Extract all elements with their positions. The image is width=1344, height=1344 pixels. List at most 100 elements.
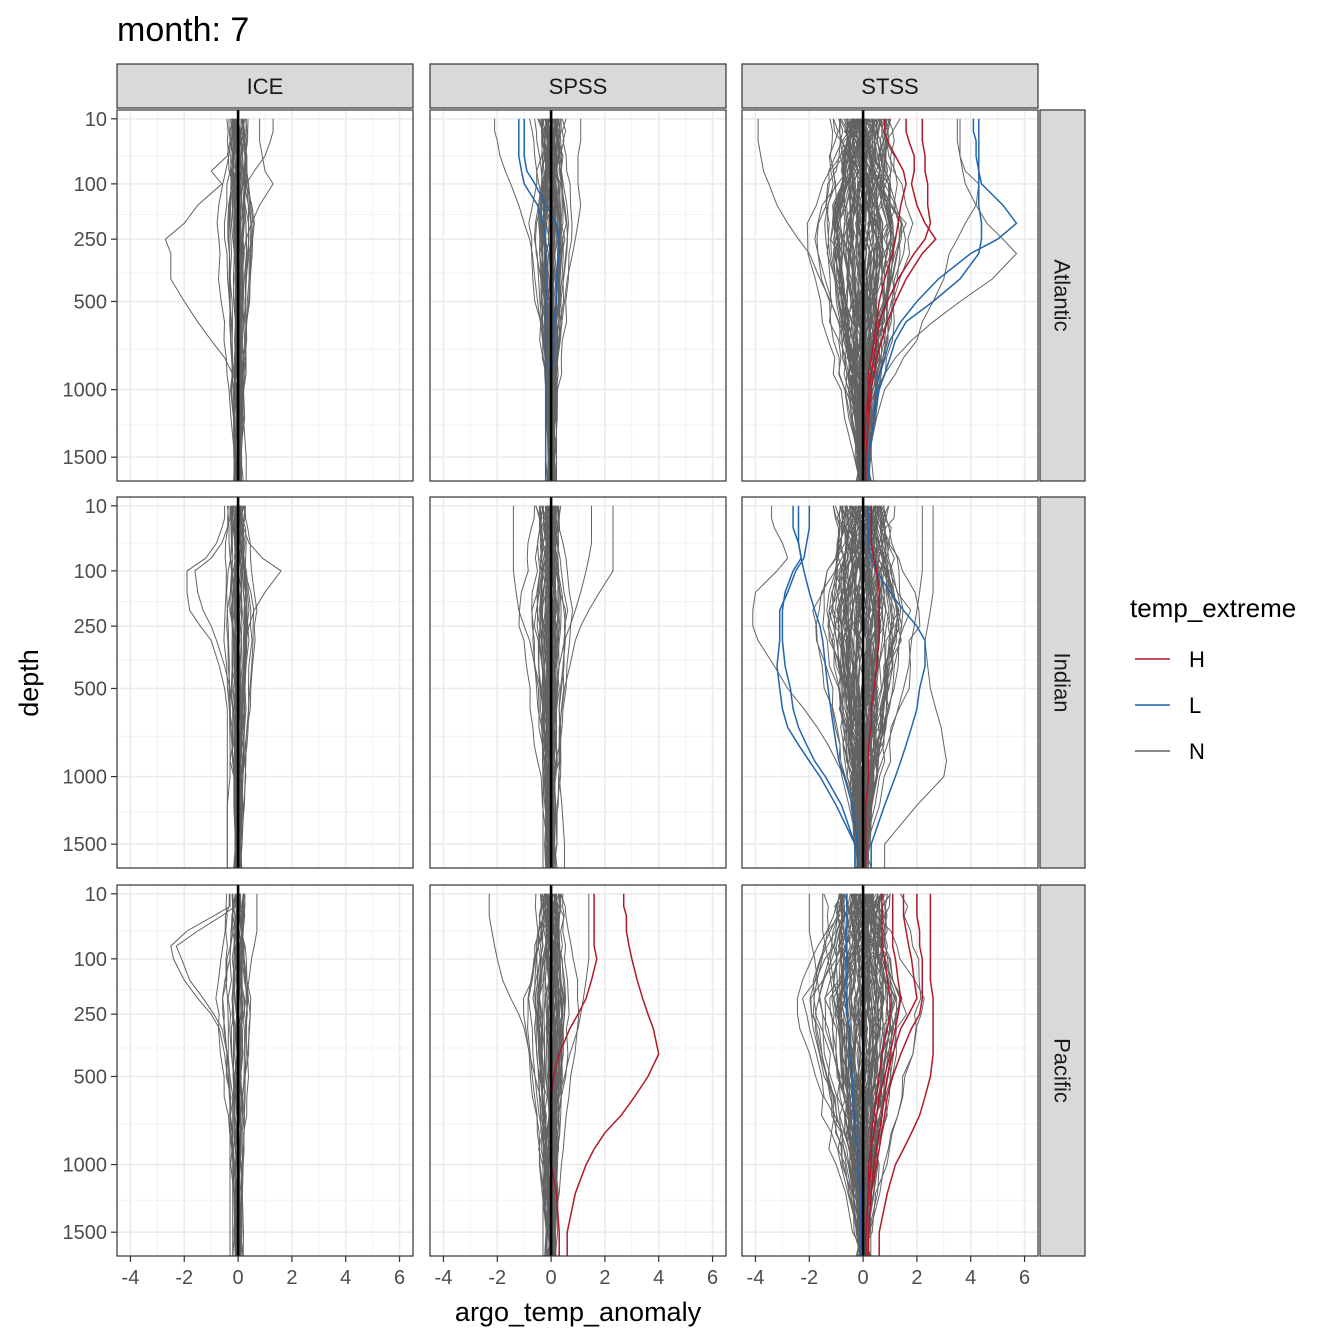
profile-line-n [550,118,569,481]
x-tick-label: 2 [911,1267,922,1289]
profile-line-n [233,893,239,1256]
panel-border [116,109,414,482]
strip-label-pacific: Pacific [1050,1038,1075,1103]
x-tick-label: -4 [747,1267,765,1289]
profile-line-n [539,505,549,868]
profile-line-n [236,118,255,481]
profile-line-n [857,118,894,481]
panel-pacific-stss [741,884,1039,1257]
strip-label-atlantic: Atlantic [1050,259,1075,331]
x-tick-label: 6 [1019,1267,1030,1289]
panel-border [429,884,727,1257]
profile-line-n [860,118,894,481]
profile-line-n [848,118,869,481]
y-tick-label: 1500 [63,447,108,469]
profile-line-h [865,893,891,1256]
x-axis-title: argo_temp_anomaly [455,1297,702,1327]
y-tick-label: 10 [85,109,107,131]
panel-atlantic-ice [116,109,414,482]
profile-line-n [864,505,912,868]
profile-line-n [194,505,234,868]
profile-line-n [818,893,863,1256]
profile-line-h [867,893,918,1256]
profile-line-n [838,893,879,1256]
profile-line-n [854,118,884,481]
profile-line-n [833,505,862,868]
profile-line-n [845,505,868,868]
profile-line-n [810,893,865,1256]
profile-line-n [523,893,554,1256]
profile-line-n [861,893,885,1256]
profile-line-l [797,505,859,868]
panel-border [741,884,1039,1257]
profile-line-n [838,893,872,1256]
x-tick-label: 2 [599,1267,610,1289]
profile-line-n [549,893,570,1256]
strip-label-spss: SPSS [549,74,608,99]
profile-line-n [237,118,247,481]
profile-line-n [175,893,236,1256]
legend: temp_extreme H L N [1130,593,1296,764]
x-tick-label: 0 [858,1267,869,1289]
profile-line-h [566,893,660,1256]
panel-pacific-spss [429,884,727,1257]
x-tick-label: -2 [800,1267,818,1289]
legend-label-l: L [1189,693,1201,718]
panel-pacific-ice [116,884,414,1257]
profile-line-n [836,118,863,481]
profile-line-n [518,505,551,868]
profile-line-n [884,505,948,868]
profile-line-n [556,118,582,481]
profile-line-l [867,118,1018,481]
profile-line-n [839,893,866,1256]
legend-label-h: H [1189,647,1205,672]
profile-line-n [170,893,231,1256]
profile-line-n [857,118,907,481]
x-tick-label: 0 [546,1267,557,1289]
y-tick-label: 10 [85,884,107,906]
facet-strips: ICE SPSS STSS Atlantic Indian Pacific [116,63,1086,1257]
profile-line-n [801,893,868,1256]
legend-label-n: N [1189,739,1205,764]
profile-line-n [230,505,242,868]
panel-border [741,496,1039,869]
profile-line-n [844,118,883,481]
profile-line-n [186,505,228,868]
profile-line-n [849,505,867,868]
strip-pacific [1039,884,1086,1257]
profile-line-n [225,893,236,1256]
profile-line-h [878,893,934,1256]
profile-line-n [825,118,864,481]
chart-title: month: 7 [117,11,249,49]
legend-title: temp_extreme [1130,593,1296,623]
profile-line-n [868,505,923,868]
profile-line-n [862,505,883,868]
profile-line-h [867,893,924,1256]
profile-line-n [828,505,859,868]
x-tick-label: 4 [340,1267,351,1289]
profile-line-n [830,118,863,481]
profile-line-n [239,118,248,481]
y-axis-title: depth [14,649,44,717]
strip-label-indian: Indian [1050,653,1075,713]
profile-line-n [528,893,552,1256]
y-tick-label: 1500 [63,834,108,856]
profile-line-l [867,118,983,481]
profile-lines [752,505,948,868]
y-tick-label: 100 [74,561,107,583]
x-tick-label: -2 [175,1267,193,1289]
profile-line-n [532,893,552,1256]
profile-line-n [228,118,238,481]
panel-atlantic-spss [429,109,727,482]
profile-line-l [846,893,862,1256]
profile-line-n [812,893,865,1256]
profile-line-n [809,893,871,1256]
profile-line-n [831,118,872,481]
x-tick-label: 6 [394,1267,405,1289]
profile-line-n [234,505,255,868]
profile-line-n [223,505,239,868]
profile-line-h [865,118,937,481]
y-tick-label: 100 [74,174,107,196]
profile-line-n [865,505,887,868]
x-tick-label: 0 [233,1267,244,1289]
